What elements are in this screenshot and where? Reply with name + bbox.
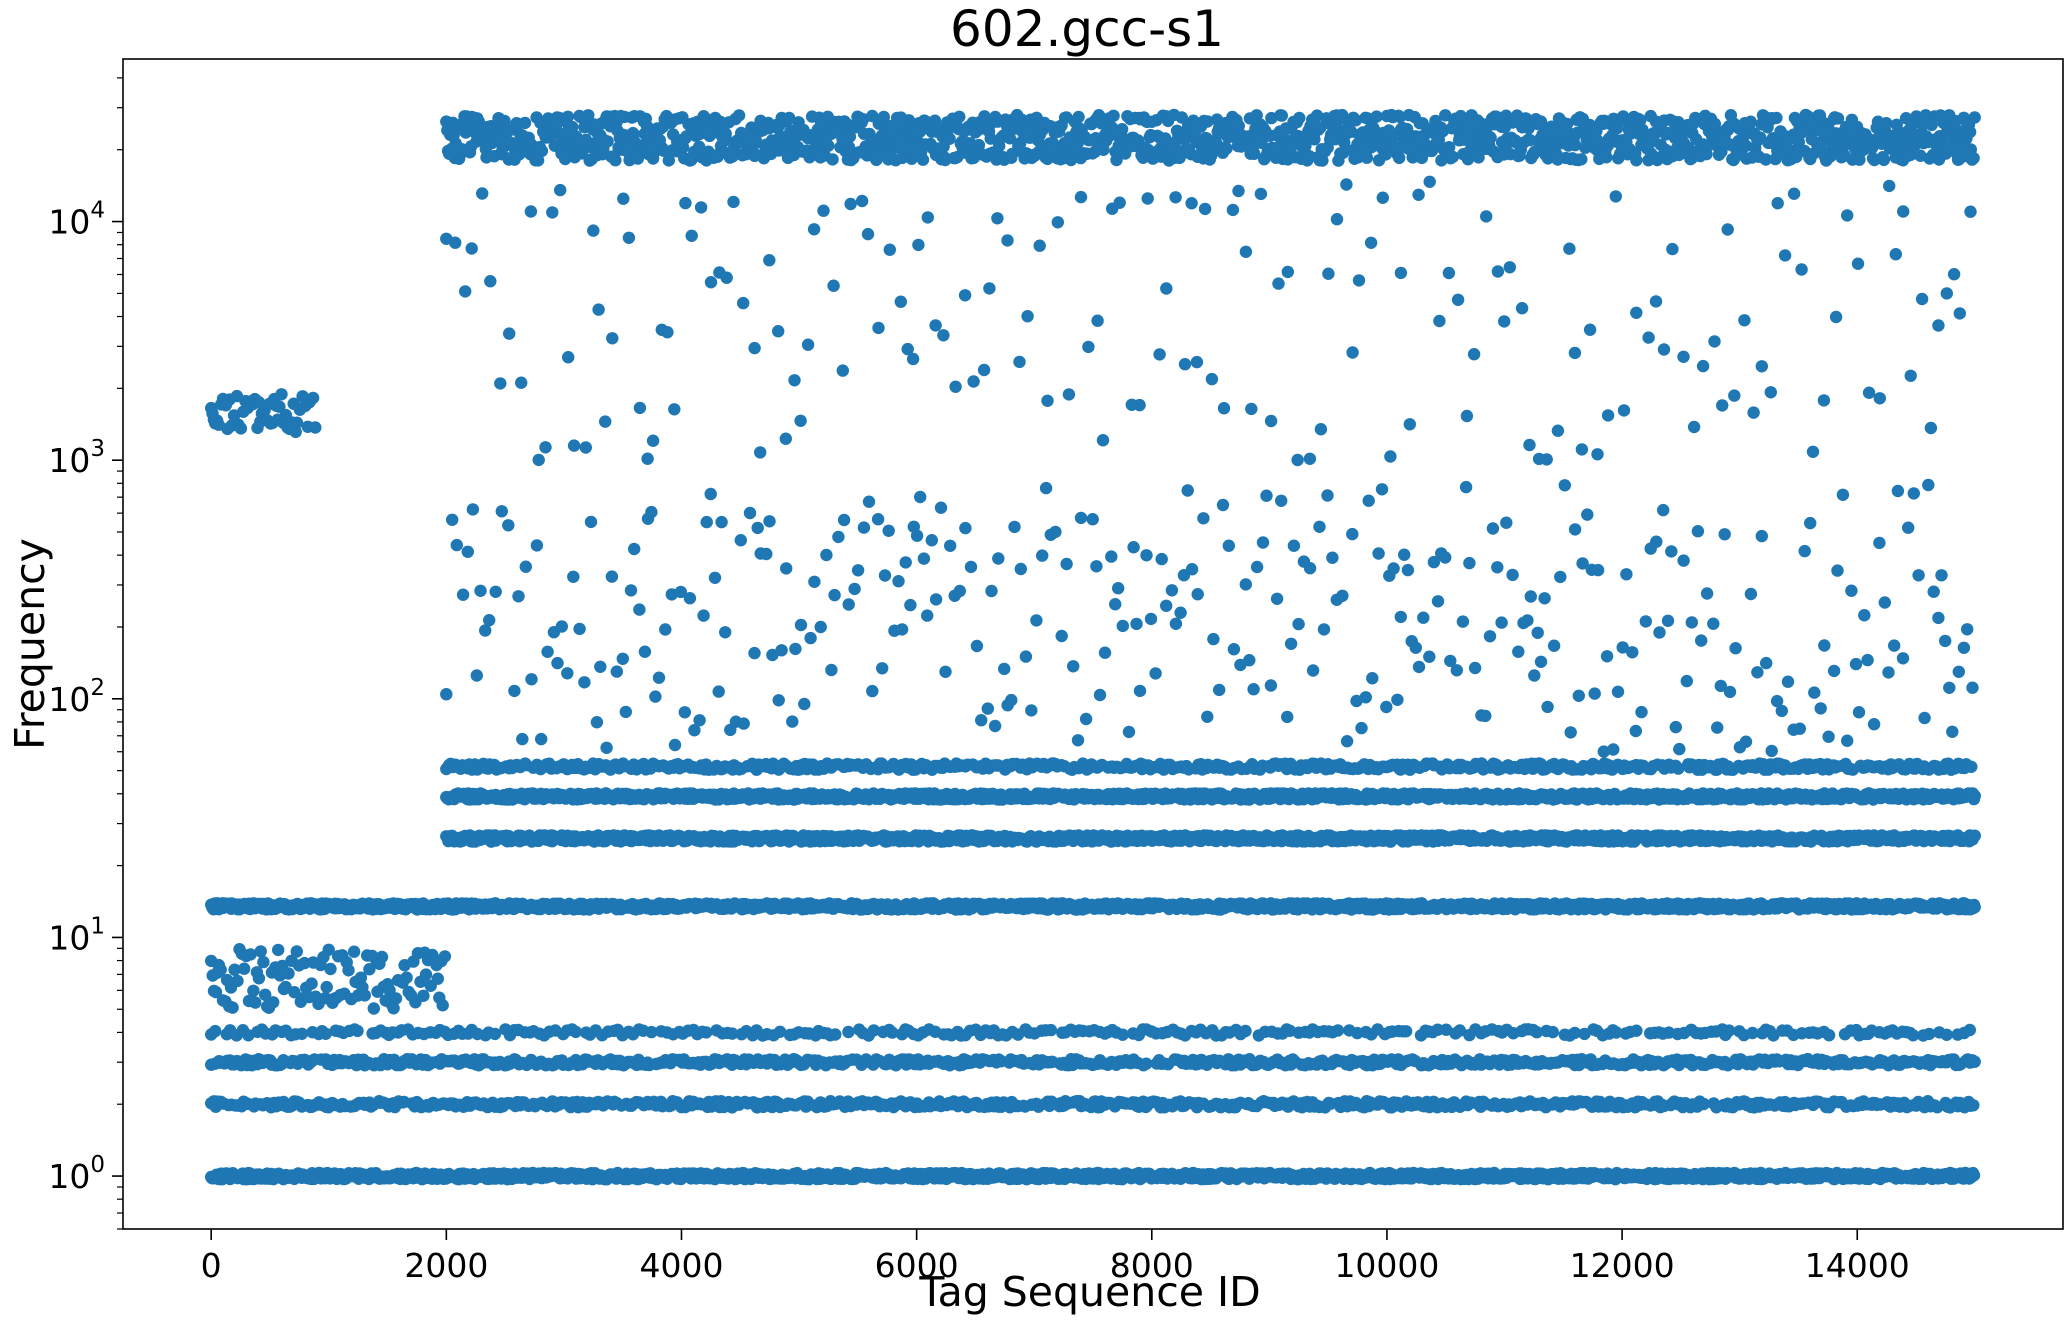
data-point	[351, 1024, 364, 1038]
data-point	[249, 996, 262, 1009]
data-point	[324, 962, 337, 976]
data-point	[305, 977, 318, 990]
data-point	[438, 950, 452, 963]
data-point	[375, 950, 389, 964]
data-point	[231, 974, 244, 988]
data-point	[238, 962, 251, 975]
data-point	[295, 1027, 309, 1041]
data-point	[272, 943, 285, 957]
data-point	[254, 945, 267, 958]
data-point	[226, 1001, 239, 1014]
data-point	[247, 984, 260, 997]
data-point	[431, 972, 444, 985]
data-point	[842, 1025, 855, 1039]
data-point	[347, 945, 361, 958]
data-point	[436, 999, 449, 1012]
data-point	[1239, 1024, 1252, 1038]
data-point	[829, 1028, 842, 1041]
data-point	[209, 1024, 222, 1038]
data-point	[1044, 1023, 1058, 1037]
chart-title: 602.gcc-s1	[950, 0, 1224, 58]
data-point	[1546, 1025, 1560, 1039]
data-point	[700, 1026, 713, 1039]
data-points	[205, 108, 1982, 1186]
data-point	[358, 989, 371, 1002]
data-point	[1968, 1055, 1981, 1069]
data-point	[1630, 1024, 1643, 1037]
data-point	[400, 971, 413, 984]
data-point	[342, 964, 355, 977]
data-point	[1967, 1099, 1980, 1112]
data-point	[252, 972, 266, 985]
data-point	[257, 955, 270, 969]
data-point	[1963, 1023, 1977, 1037]
data-point	[1399, 1025, 1413, 1038]
data-point	[1331, 1024, 1345, 1037]
data-point	[320, 980, 333, 994]
data-point	[1967, 1169, 1981, 1182]
data-point	[214, 963, 227, 976]
data-point	[1940, 1028, 1953, 1042]
data-point	[290, 945, 303, 958]
data-point	[282, 967, 295, 980]
data-point	[389, 992, 403, 1005]
data-point	[1822, 1029, 1836, 1042]
data-point	[267, 996, 280, 1009]
data-point	[419, 968, 433, 981]
data-point	[367, 1002, 380, 1015]
data-point	[417, 989, 430, 1002]
